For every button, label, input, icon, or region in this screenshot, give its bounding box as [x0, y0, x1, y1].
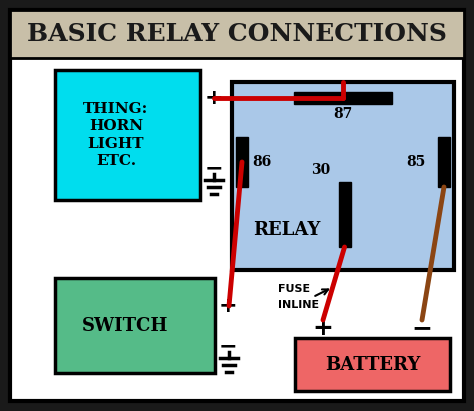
Bar [438, 137, 450, 187]
Text: BATTERY: BATTERY [325, 356, 420, 374]
Bar [236, 137, 248, 187]
Text: FUSE: FUSE [278, 284, 310, 294]
Bar [294, 92, 392, 104]
Text: RELAY: RELAY [253, 221, 321, 239]
Text: 30: 30 [311, 163, 330, 177]
Bar [55, 278, 215, 373]
Text: 85: 85 [406, 155, 426, 169]
Text: 86: 86 [252, 155, 272, 169]
Text: −: − [411, 316, 432, 340]
Bar [10, 10, 464, 58]
Text: THING:
HORN
LIGHT
ETC.: THING: HORN LIGHT ETC. [83, 102, 148, 168]
Text: +: + [219, 296, 237, 316]
Bar [338, 182, 351, 247]
Text: +: + [312, 316, 333, 340]
Text: SWITCH: SWITCH [82, 316, 169, 335]
Text: +: + [205, 88, 224, 108]
Text: 87: 87 [333, 107, 353, 121]
Text: −: − [205, 158, 224, 178]
Bar [295, 338, 450, 391]
Text: −: − [219, 336, 237, 356]
Text: BASIC RELAY CONNECTIONS: BASIC RELAY CONNECTIONS [27, 22, 447, 46]
Text: INLINE: INLINE [278, 300, 319, 310]
Bar [232, 82, 454, 270]
Bar [55, 70, 200, 200]
